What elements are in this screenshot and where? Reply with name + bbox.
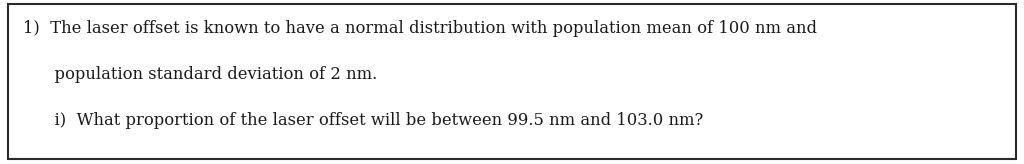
Text: population standard deviation of 2 nm.: population standard deviation of 2 nm.: [23, 66, 377, 83]
FancyBboxPatch shape: [8, 4, 1016, 159]
Text: 1)  The laser offset is known to have a normal distribution with population mean: 1) The laser offset is known to have a n…: [23, 20, 816, 37]
Text: i)  What proportion of the laser offset will be between 99.5 nm and 103.0 nm?: i) What proportion of the laser offset w…: [23, 112, 702, 129]
